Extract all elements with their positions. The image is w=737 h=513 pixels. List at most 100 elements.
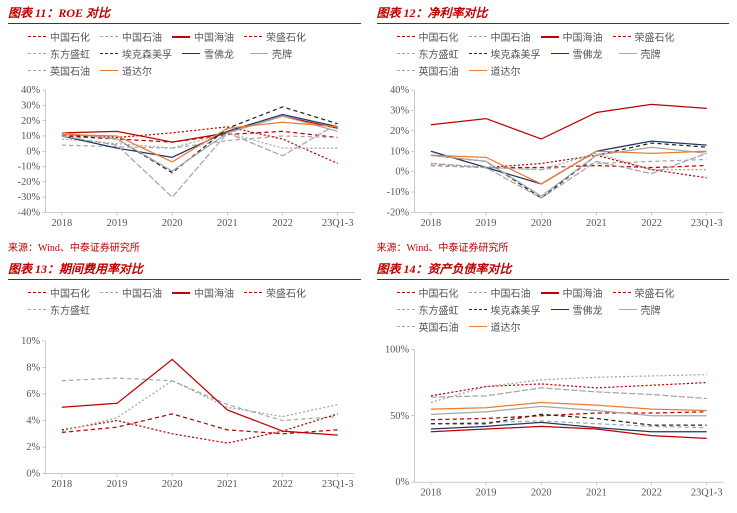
y-tick-label: -10% (18, 162, 41, 173)
panel-title: 图表 14：资产负债率对比 (377, 260, 512, 277)
legend-label: 雪佛龙 (204, 46, 234, 61)
legend-swatch (182, 53, 200, 54)
legend-swatch (469, 70, 487, 71)
x-tick-label: 2019 (107, 218, 128, 229)
x-tick-label: 23Q1-3 (322, 218, 354, 229)
x-tick-label: 2020 (530, 218, 551, 229)
legend-item: 雪佛龙 (182, 46, 240, 61)
series-line (430, 402, 706, 410)
legend-swatch (397, 53, 415, 54)
legend-swatch (397, 70, 415, 71)
series-line (62, 381, 338, 431)
series-line (62, 414, 338, 434)
x-tick-label: 2019 (475, 488, 496, 499)
y-tick-label: 10% (21, 131, 40, 142)
chart-area: -20%-10%0%10%20%30%40%201820192020202120… (377, 80, 730, 237)
legend-label: 东方盛虹 (419, 302, 459, 317)
x-tick-label: 2019 (107, 479, 128, 490)
legend-swatch (28, 70, 46, 71)
legend-label: 中国海油 (563, 285, 603, 300)
legend-label: 荣盛石化 (266, 29, 306, 44)
legend-item: 中国石油 (469, 29, 531, 44)
legend-item: 中国石化 (397, 285, 459, 300)
y-tick-label: 0% (395, 477, 409, 488)
y-tick-label: 30% (21, 100, 40, 111)
x-axis: 2018201920202021202223Q1-3 (414, 212, 723, 228)
legend-item: 道达尔 (100, 63, 158, 78)
y-tick-label: -10% (386, 187, 409, 198)
legend-label: 雪佛龙 (573, 46, 603, 61)
legend-item: 荣盛石化 (613, 29, 675, 44)
legend-swatch (172, 292, 190, 294)
y-tick-label: -30% (18, 192, 41, 203)
y-tick-label: 30% (390, 106, 409, 117)
legend-label: 道达尔 (491, 319, 521, 334)
x-tick-label: 2018 (420, 218, 441, 229)
legend-item: 中国海油 (541, 29, 603, 44)
legend-swatch (28, 309, 46, 310)
legend-swatch (469, 36, 487, 37)
legend-swatch (244, 292, 262, 293)
x-axis: 2018201920202021202223Q1-3 (45, 474, 354, 490)
y-tick-label: 8% (26, 363, 40, 374)
chart-panel: 图表 13：期间费用率对比中国石化中国石油中国海油荣盛石化东方盛虹0%2%4%6… (0, 256, 369, 512)
panel-title-bar: 图表 11：ROE 对比 (8, 4, 361, 24)
legend-label: 中国海油 (194, 29, 234, 44)
series-line (430, 143, 706, 198)
source-text: 来源：Wind、中泰证券研究所 (8, 239, 361, 254)
legend-label: 荣盛石化 (635, 29, 675, 44)
legend-item: 中国海油 (172, 29, 234, 44)
legend-label: 中国海油 (563, 29, 603, 44)
x-tick-label: 2021 (217, 218, 238, 229)
y-axis: 0%50%100% (384, 345, 413, 489)
legend-label: 中国石油 (491, 285, 531, 300)
chart-svg: 0%2%4%6%8%10%2018201920202021202223Q1-3 (8, 319, 361, 510)
legend-item: 英国石油 (397, 319, 459, 334)
legend-item: 东方盛虹 (28, 302, 90, 317)
legend-item: 英国石油 (397, 63, 459, 78)
y-tick-label: -20% (386, 208, 409, 219)
chart-panel: 图表 11：ROE 对比中国石化中国石油中国海油荣盛石化东方盛虹埃克森美孚雪佛龙… (0, 0, 369, 256)
y-tick-label: -40% (18, 208, 41, 219)
y-axis: -20%-10%0%10%20%30%40% (386, 85, 414, 218)
legend-label: 中国石化 (419, 29, 459, 44)
legend-label: 中国石化 (50, 285, 90, 300)
x-tick-label: 2021 (217, 479, 238, 490)
legend: 中国石化中国石油中国海油荣盛石化东方盛虹埃克森美孚雪佛龙壳牌英国石油道达尔 (377, 283, 730, 336)
legend-label: 东方盛虹 (50, 302, 90, 317)
series-line (62, 359, 338, 435)
legend-swatch (397, 292, 415, 293)
chart-svg: -40%-30%-20%-10%0%10%20%30%40%2018201920… (8, 80, 361, 237)
legend-item: 中国石油 (100, 285, 162, 300)
legend-swatch (613, 36, 631, 37)
legend-item: 中国石化 (28, 285, 90, 300)
chart-grid: 图表 11：ROE 对比中国石化中国石油中国海油荣盛石化东方盛虹埃克森美孚雪佛龙… (0, 0, 737, 512)
y-tick-label: -20% (18, 177, 41, 188)
x-tick-label: 2020 (162, 218, 183, 229)
x-tick-label: 2022 (272, 479, 293, 490)
y-tick-label: 20% (21, 116, 40, 127)
legend-item: 中国海油 (541, 285, 603, 300)
legend-swatch (100, 36, 118, 37)
legend-label: 英国石油 (419, 319, 459, 334)
chart-panel: 图表 14：资产负债率对比中国石化中国石油中国海油荣盛石化东方盛虹埃克森美孚雪佛… (369, 256, 737, 512)
legend-item: 雪佛龙 (551, 302, 609, 317)
y-tick-label: 40% (390, 85, 409, 96)
legend: 中国石化中国石油中国海油荣盛石化东方盛虹埃克森美孚雪佛龙壳牌英国石油道达尔 (8, 27, 361, 80)
legend-item: 中国石油 (469, 285, 531, 300)
legend-swatch (397, 36, 415, 37)
legend-swatch (541, 36, 559, 38)
legend-label: 雪佛龙 (573, 302, 603, 317)
legend-label: 埃克森美孚 (491, 46, 541, 61)
x-tick-label: 2020 (162, 479, 183, 490)
legend-label: 道达尔 (491, 63, 521, 78)
chart-area: 0%50%100%2018201920202021202223Q1-3 (377, 336, 730, 510)
series-line (62, 116, 338, 171)
legend-item: 道达尔 (469, 63, 527, 78)
series-line (62, 107, 338, 173)
legend-swatch (619, 53, 637, 54)
series-line (62, 414, 338, 443)
legend-label: 中国石油 (491, 29, 531, 44)
legend-swatch (541, 292, 559, 294)
legend-label: 道达尔 (122, 63, 152, 78)
